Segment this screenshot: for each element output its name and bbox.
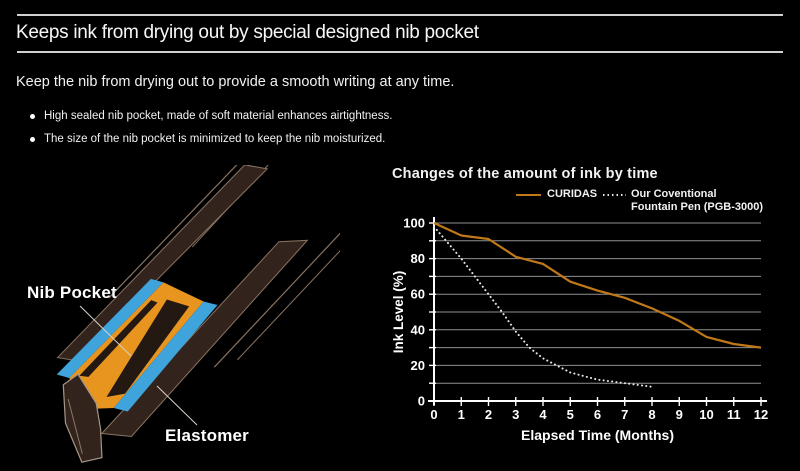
y-tick-label: 40 (411, 322, 425, 337)
conventional-dotted-line-swatch-icon (603, 194, 626, 196)
x-tick-label: 11 (727, 407, 741, 422)
x-axis-title: Elapsed Time (Months) (521, 427, 674, 443)
subtitle: Keep the nib from drying out to provide … (16, 74, 455, 90)
x-tick-label: 5 (567, 407, 574, 422)
y-tick-label: 100 (403, 216, 425, 231)
x-tick-label: 4 (539, 407, 547, 422)
nib-shape (106, 299, 190, 397)
bullet-icon (30, 113, 35, 119)
nib-pocket-label: Nib Pocket (27, 283, 117, 302)
x-tick-label: 9 (676, 407, 683, 422)
x-tick-label: 10 (699, 407, 713, 422)
title-underline-rule (17, 51, 783, 53)
curidas-line-swatch-icon (516, 194, 541, 196)
x-tick-label: 2 (485, 407, 492, 422)
y-axis-title: Ink Level (%) (391, 271, 406, 354)
legend-conventional-line1: Our Coventional (631, 188, 717, 200)
barrel-outline (213, 208, 340, 368)
ink-level-chart: Changes of the amount of ink by time CUR… (390, 158, 795, 470)
elastomer-strip-bottom (113, 301, 218, 412)
elastomer-strip-top (56, 278, 164, 379)
bullet-item: The size of the nib pocket is minimized … (30, 133, 392, 145)
pen-tip-shape (62, 373, 103, 463)
chart-title: Changes of the amount of ink by time (392, 166, 658, 182)
x-tick-label: 12 (754, 407, 768, 422)
y-tick-label: 80 (411, 251, 425, 266)
barrel-outline (108, 165, 282, 299)
legend-conventional-line2: Fountain Pen (PGB-3000) (631, 200, 764, 213)
pen-body-lower-shape (100, 239, 309, 438)
nib-pocket-diagram: Nib Pocket Elastomer (10, 165, 340, 471)
nib-feed-shape (79, 300, 158, 377)
x-tick-label: 1 (458, 407, 465, 422)
y-tick-label: 0 (418, 394, 425, 409)
bullet-icon (30, 136, 35, 142)
elastomer-leader-line (156, 385, 198, 426)
bullet-text: The size of the nib pocket is minimized … (44, 133, 386, 145)
bullet-text: High sealed nib pocket, made of soft mat… (44, 110, 393, 122)
pen-body-upper-shape (56, 165, 269, 362)
y-tick-label: 60 (411, 287, 425, 302)
series-line-conventional (433, 225, 653, 388)
elastomer-label: Elastomer (165, 426, 250, 445)
x-tick-label: 6 (594, 407, 601, 422)
pen-tip-detail (67, 399, 83, 454)
legend-curidas-label: CURIDAS (547, 188, 598, 200)
x-tick-label: 8 (648, 407, 655, 422)
nib-cross-section-art (56, 165, 340, 463)
x-tick-label: 7 (621, 407, 628, 422)
page-title: Keeps ink from drying out by special des… (16, 22, 479, 43)
nib-pocket-leader-line (79, 305, 132, 357)
series-line-curidas (433, 221, 762, 349)
y-tick-label: 20 (411, 358, 425, 373)
legend-conventional-label: Our Coventional Fountain Pen (PGB-3000) (631, 188, 763, 213)
top-rule (17, 14, 783, 16)
x-tick-label: 0 (430, 407, 437, 422)
barrel-outline (236, 217, 340, 361)
feature-bullet-list: High sealed nib pocket, made of soft mat… (30, 110, 392, 145)
bullet-item: High sealed nib pocket, made of soft mat… (30, 110, 392, 122)
x-tick-label: 3 (512, 407, 519, 422)
